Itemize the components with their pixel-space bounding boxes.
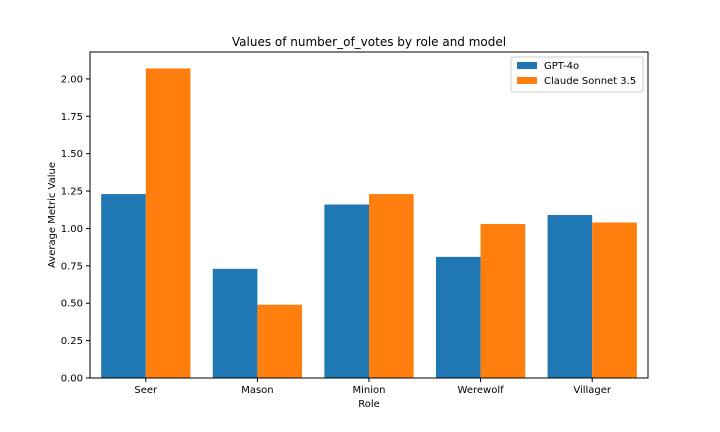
bar-seer-series-0 bbox=[101, 194, 146, 378]
x-tick-label: Mason bbox=[241, 385, 273, 396]
x-tick-label: Seer bbox=[134, 385, 158, 396]
bar-mason-series-0 bbox=[212, 268, 258, 378]
x-tick-label: Werewolf bbox=[458, 385, 505, 396]
y-tick-label: 1.25 bbox=[61, 187, 83, 198]
bar-minion-series-0 bbox=[324, 204, 369, 378]
bar-minion-series-1 bbox=[369, 194, 414, 378]
plot-frame bbox=[89, 51, 649, 379]
y-tick-label: 1.50 bbox=[61, 149, 83, 160]
bar-villager-series-1 bbox=[592, 222, 637, 378]
y-tick-label: 1.00 bbox=[61, 224, 83, 235]
y-tick-label: 1.75 bbox=[61, 112, 83, 123]
legend-label: Claude Sonnet 3.5 bbox=[544, 76, 636, 87]
y-tick-label: 2.00 bbox=[61, 74, 83, 85]
legend-swatch bbox=[517, 77, 537, 84]
bar-villager-series-0 bbox=[547, 215, 593, 378]
x-axis-label: Role bbox=[358, 399, 380, 410]
bars-group bbox=[101, 68, 637, 379]
chart-title: Values of number_of_votes by role and mo… bbox=[232, 35, 506, 49]
y-tick-label: 0.75 bbox=[61, 261, 83, 272]
y-tick-label: 0.50 bbox=[61, 299, 83, 310]
y-tick-label: 0.00 bbox=[61, 374, 83, 385]
bar-werewolf-series-1 bbox=[480, 223, 526, 378]
y-axis-label: Average Metric Value bbox=[47, 162, 58, 268]
x-tick-label: Minion bbox=[353, 385, 386, 396]
legend: GPT-4o Claude Sonnet 3.5 bbox=[510, 56, 644, 93]
y-axis: 0.00 0.25 0.50 0.75 1.00 1.25 1.50 1.75 2.00 bbox=[61, 74, 90, 385]
x-axis: Seer Mason Minion Werewolf Villager bbox=[134, 378, 612, 396]
y-tick-label: 0.25 bbox=[61, 336, 83, 347]
bar-mason-series-1 bbox=[257, 304, 303, 378]
legend-frame bbox=[510, 56, 644, 93]
legend-label: GPT-4o bbox=[544, 61, 579, 72]
bar-seer-series-1 bbox=[145, 68, 191, 379]
legend-swatch bbox=[517, 62, 537, 69]
x-tick-label: Villager bbox=[573, 385, 612, 396]
bar-werewolf-series-0 bbox=[435, 256, 481, 378]
